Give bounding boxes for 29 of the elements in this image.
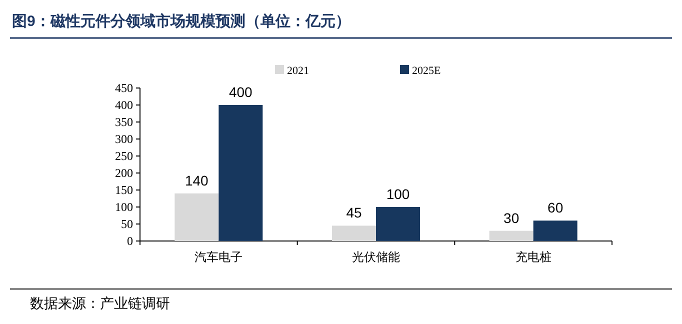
bar	[376, 207, 420, 241]
legend-label: 2025E	[412, 65, 441, 77]
chart-title: 图9：磁性元件分领域市场规模预测（单位：亿元）	[12, 12, 350, 30]
y-tick-label: 400	[115, 98, 133, 112]
data-label: 100	[386, 186, 410, 202]
y-tick-label: 450	[115, 81, 133, 95]
x-tick-label: 汽车电子	[194, 250, 243, 264]
x-tick-label: 充电桩	[515, 250, 552, 264]
bar	[489, 230, 534, 241]
legend-label: 2021	[287, 65, 309, 77]
y-tick-label: 200	[115, 166, 133, 180]
y-tick-label: 350	[115, 115, 133, 129]
data-label: 140	[184, 172, 209, 188]
bar	[533, 220, 578, 241]
y-tick-label: 50	[121, 217, 133, 231]
data-label: 60	[548, 200, 564, 216]
data-label: 30	[504, 210, 520, 226]
bar	[174, 193, 219, 241]
data-label: 45	[346, 204, 362, 221]
y-tick-label: 150	[115, 183, 133, 197]
bar	[218, 105, 263, 241]
source-note: 数据来源：产业链调研	[30, 295, 170, 311]
y-tick-label: 100	[115, 200, 133, 214]
y-tick-label: 0	[127, 234, 133, 248]
data-label: 400	[228, 84, 253, 100]
bar	[332, 226, 376, 241]
y-tick-label: 250	[115, 149, 133, 163]
y-tick-label: 300	[115, 132, 133, 146]
x-tick-label: 光伏储能	[352, 250, 400, 264]
